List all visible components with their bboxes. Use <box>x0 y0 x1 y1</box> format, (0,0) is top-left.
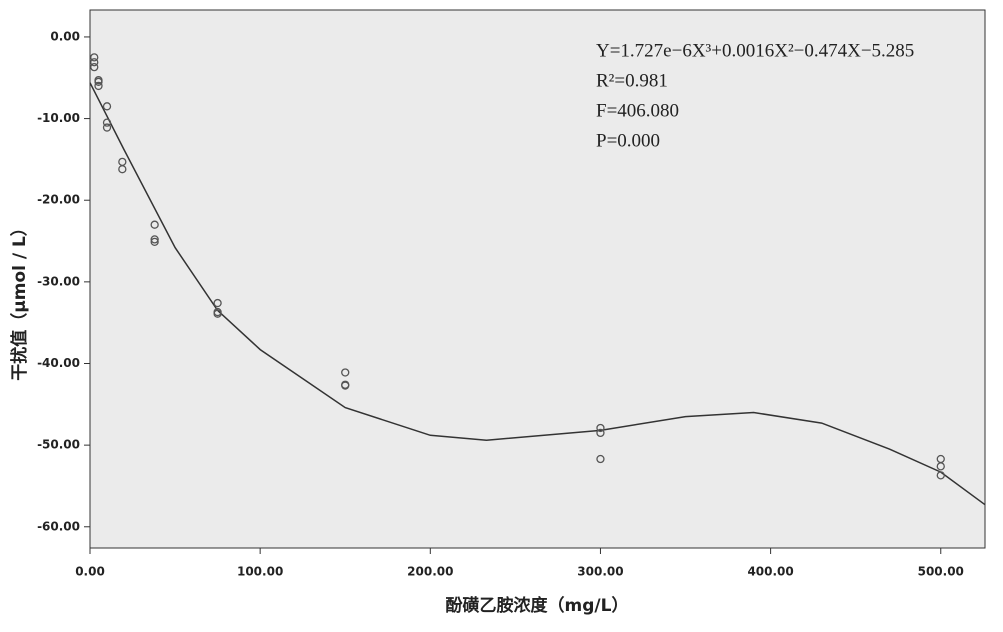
y-tick-label: -40.00 <box>37 356 80 370</box>
fit-curve <box>89 82 986 506</box>
data-point <box>102 123 112 132</box>
y-tick-label: -20.00 <box>37 193 80 207</box>
data-point <box>936 462 945 471</box>
data-point <box>150 237 159 247</box>
y-tick-label: -60.00 <box>37 519 80 533</box>
data-point <box>150 235 159 244</box>
annotation: P=0.000 <box>596 130 660 151</box>
annotation: R²=0.981 <box>596 70 668 91</box>
y-tick-label: -50.00 <box>37 438 80 452</box>
data-point <box>102 118 112 127</box>
data-point <box>341 368 350 377</box>
plot-area <box>89 9 986 549</box>
y-axis-label: 干扰值（μmol / L） <box>9 219 30 381</box>
data-point <box>90 53 99 62</box>
data-point <box>596 423 605 433</box>
annotation: Y=1.727e−6X³+0.0016X²−0.474X−5.285 <box>596 40 914 61</box>
x-tick-label: 0.00 <box>75 565 105 579</box>
annotation: F=406.080 <box>596 100 679 121</box>
y-tick-label: 0.00 <box>50 29 80 43</box>
data-point <box>936 471 945 480</box>
data-point <box>90 62 99 72</box>
data-point <box>596 428 605 438</box>
data-point <box>596 454 605 464</box>
data-point <box>90 58 99 67</box>
data-point <box>213 309 222 318</box>
data-point <box>94 77 103 86</box>
data-point <box>213 298 222 308</box>
x-tick-label: 500.00 <box>918 565 964 579</box>
data-point <box>102 102 112 111</box>
data-point <box>118 165 127 174</box>
data-point <box>150 220 159 229</box>
y-tick-label: -10.00 <box>37 111 80 125</box>
x-tick-label: 200.00 <box>407 565 453 579</box>
x-tick-label: 100.00 <box>237 565 283 579</box>
x-tick-label: 300.00 <box>577 565 623 579</box>
data-point <box>94 81 103 91</box>
x-axis-label: 酚磺乙胺浓度（mg/L） <box>446 595 629 616</box>
x-tick-label: 400.00 <box>747 565 793 579</box>
y-tick-label: -30.00 <box>37 274 80 288</box>
data-point <box>341 381 350 390</box>
